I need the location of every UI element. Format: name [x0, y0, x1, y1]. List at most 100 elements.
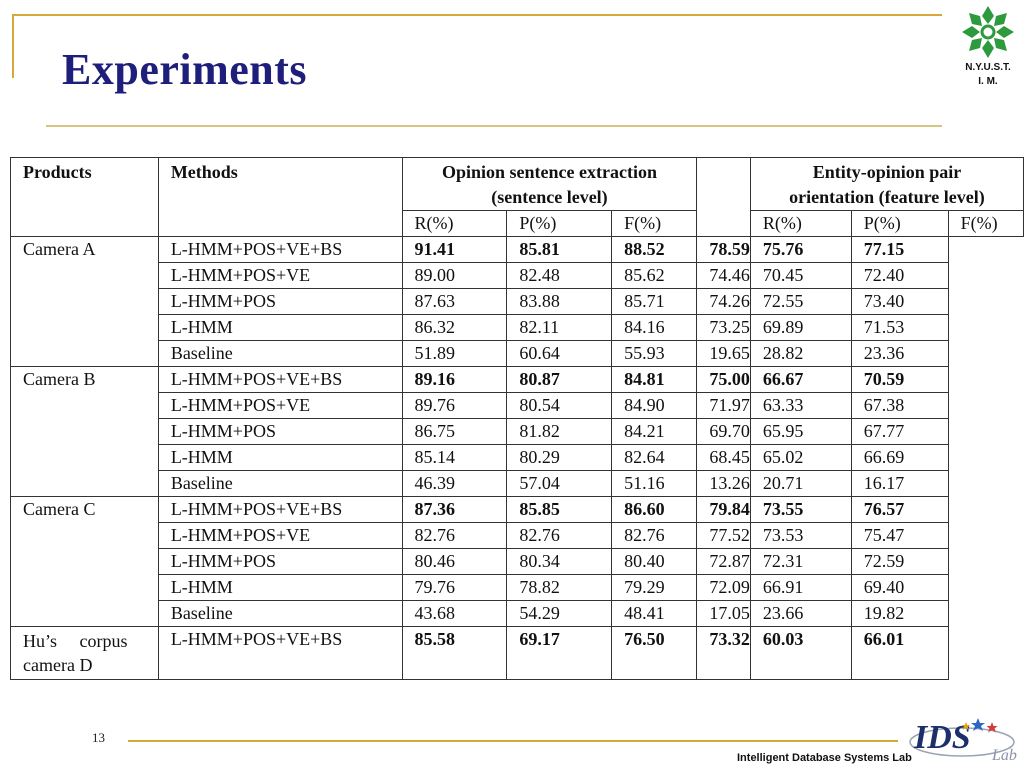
- value-cell: 85.58: [401, 626, 508, 680]
- value-cell: 17.05: [696, 600, 751, 627]
- logo-line-1: N.Y.U.S.T.: [965, 62, 1011, 73]
- table-row: L-HMM 85.14 80.29 82.64 68.45 65.02 66.69: [11, 444, 1024, 471]
- product-cell: Camera A: [10, 236, 159, 367]
- value-cell: 19.65: [696, 340, 751, 367]
- header-products: Products: [10, 157, 159, 237]
- value-cell: 69.89: [749, 314, 852, 341]
- header-group-sentence-line2: (sentence level): [491, 187, 608, 207]
- value-cell: 89.16: [401, 366, 508, 393]
- subheader-cell: R(%): [401, 210, 508, 237]
- value-cell: 89.76: [401, 392, 508, 419]
- value-cell: 72.55: [749, 288, 852, 315]
- header-group-feature-line1: Entity-opinion pair: [812, 162, 962, 182]
- method-cell: L-HMM+POS+VE: [157, 522, 403, 549]
- header-group-feature: Entity-opinion pair orientation (feature…: [749, 157, 1024, 211]
- value-cell: 79.76: [401, 574, 508, 601]
- value-cell: 82.76: [401, 522, 508, 549]
- value-cell: 72.09: [696, 574, 751, 601]
- method-cell: L-HMM: [157, 574, 403, 601]
- value-cell: 71.53: [850, 314, 949, 341]
- logo-orbit-icon: [909, 727, 1015, 757]
- value-cell: 60.03: [749, 626, 852, 680]
- value-cell: 43.68: [401, 600, 508, 627]
- method-cell: L-HMM+POS: [157, 288, 403, 315]
- header-group-feature-line2: orientation (feature level): [789, 187, 985, 207]
- value-cell: 51.16: [611, 470, 698, 497]
- method-cell: Baseline: [157, 340, 403, 367]
- table-row: L-HMM 86.32 82.11 84.16 73.25 69.89 71.53: [11, 314, 1024, 341]
- method-cell: L-HMM: [157, 444, 403, 471]
- value-cell: 69.17: [506, 626, 613, 680]
- value-cell: 86.32: [401, 314, 508, 341]
- slide-title: Experiments: [62, 45, 308, 94]
- value-cell: 76.50: [611, 626, 698, 680]
- value-cell: 79.84: [696, 496, 751, 523]
- value-cell: 16.17: [850, 470, 949, 497]
- value-cell: 23.36: [850, 340, 949, 367]
- value-cell: 84.16: [611, 314, 698, 341]
- value-cell: 71.97: [696, 392, 751, 419]
- value-cell: 75.47: [850, 522, 949, 549]
- value-cell: 85.71: [611, 288, 698, 315]
- value-cell: 83.88: [506, 288, 613, 315]
- method-cell: L-HMM: [157, 314, 403, 341]
- value-cell: 74.46: [696, 262, 751, 289]
- value-cell: 19.82: [850, 600, 949, 627]
- value-cell: 85.81: [506, 236, 613, 263]
- value-cell: 72.87: [696, 548, 751, 575]
- value-cell: 84.90: [611, 392, 698, 419]
- table-row: L-HMM+POS+VE 82.76 82.76 82.76 77.52 73.53 75.…: [11, 522, 1024, 549]
- subheader-cell: F(%): [611, 210, 698, 237]
- table-row: Camera A L-HMM+POS+VE+BS 91.41 85.81 88.52 78…: [10, 236, 1024, 367]
- value-cell: 89.00: [401, 262, 508, 289]
- value-cell: 70.59: [850, 366, 949, 393]
- value-cell: 84.21: [611, 418, 698, 445]
- value-cell: 88.52: [611, 236, 698, 263]
- method-cell: L-HMM+POS: [157, 418, 403, 445]
- value-cell: 75.00: [696, 366, 751, 393]
- subheader-cell: P(%): [850, 210, 949, 237]
- nyust-logo: N.Y.U.S.T. I. M.: [954, 4, 1022, 90]
- ids-lab-logo: IDS Lab: [909, 718, 1017, 764]
- frame-top-line: [12, 14, 942, 16]
- value-cell: 86.60: [611, 496, 698, 523]
- value-cell: 78.59: [696, 236, 751, 263]
- value-cell: 82.76: [611, 522, 698, 549]
- value-cell: 65.95: [749, 418, 852, 445]
- page-number: 13: [92, 730, 105, 745]
- value-cell: 63.33: [749, 392, 852, 419]
- method-cell: Baseline: [157, 600, 403, 627]
- table-row: Camera C L-HMM+POS+VE+BS 87.36 85.85 86.60 79…: [10, 496, 1024, 627]
- value-cell: 73.53: [749, 522, 852, 549]
- value-cell: 65.02: [749, 444, 852, 471]
- value-cell: 72.31: [749, 548, 852, 575]
- value-cell: 73.32: [696, 626, 751, 680]
- value-cell: 81.82: [506, 418, 613, 445]
- nyust-emblem-icon: [962, 6, 1014, 58]
- header-group-sentence-line1: Opinion sentence extraction: [441, 162, 657, 182]
- method-cell: L-HMM+POS: [157, 548, 403, 575]
- ids-logo-letters: IDS: [913, 719, 971, 756]
- method-cell: Baseline: [157, 470, 403, 497]
- value-cell: 73.55: [749, 496, 852, 523]
- value-cell: 79.29: [611, 574, 698, 601]
- value-cell: 57.04: [506, 470, 613, 497]
- product-cell: Camera C: [10, 496, 159, 627]
- value-cell: 80.46: [401, 548, 508, 575]
- value-cell: 66.69: [850, 444, 949, 471]
- product-cell: Camera B: [10, 366, 159, 497]
- value-cell: 67.38: [850, 392, 949, 419]
- value-cell: 66.91: [749, 574, 852, 601]
- header-methods: Methods: [157, 157, 403, 237]
- value-cell: 80.54: [506, 392, 613, 419]
- value-cell: 84.81: [611, 366, 698, 393]
- product-line-1: Hu’s corpus: [23, 631, 128, 651]
- value-cell: 80.40: [611, 548, 698, 575]
- table-row: Baseline 51.89 60.64 55.93 19.65 28.82 23.36: [11, 340, 1024, 367]
- value-cell: 78.82: [506, 574, 613, 601]
- method-cell: L-HMM+POS+VE+BS: [157, 496, 403, 523]
- value-cell: 48.41: [611, 600, 698, 627]
- value-cell: 80.87: [506, 366, 613, 393]
- ids-logo-script: Lab: [991, 747, 1017, 764]
- value-cell: 85.85: [506, 496, 613, 523]
